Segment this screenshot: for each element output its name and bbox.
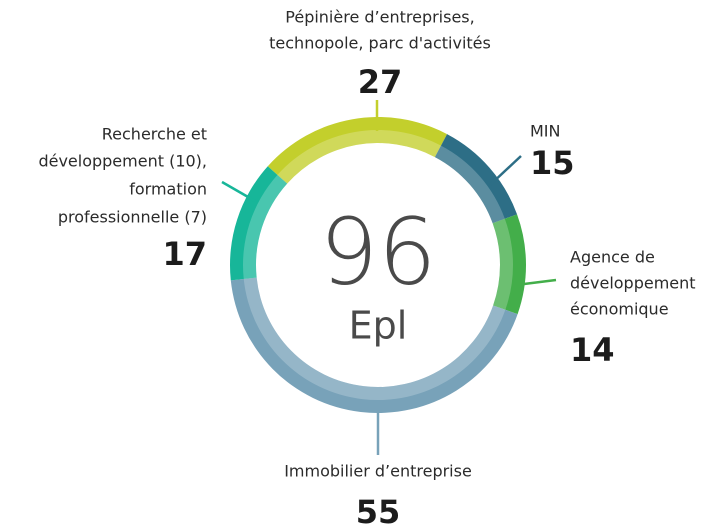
donut-segment — [434, 134, 518, 224]
segment-value: 55 — [356, 493, 401, 531]
donut-segment — [492, 214, 527, 315]
segment-label: Immobilier d’entreprise — [284, 462, 472, 481]
segment-label: Agence de — [570, 248, 655, 267]
leader-line — [221, 180, 256, 203]
segment-label: professionnelle (7) — [58, 208, 207, 227]
segment-value: 27 — [358, 63, 403, 101]
segment-value: 14 — [570, 331, 615, 369]
segment-highlight — [243, 277, 506, 400]
segment-highlight — [434, 145, 505, 224]
segment-highlight — [277, 129, 441, 184]
segment-label: Pépinière d’entreprises, — [285, 8, 474, 27]
segment-label: développement — [570, 274, 696, 293]
center-label: Epl — [349, 304, 408, 348]
donut-segment — [267, 116, 448, 184]
segment-label: MIN — [530, 122, 561, 141]
segment-label: Recherche et — [102, 125, 207, 144]
center-value: 96 — [319, 199, 436, 306]
donut-segment — [230, 166, 288, 281]
donut-segment — [230, 277, 518, 413]
segment-label: technopole, parc d'activités — [269, 34, 491, 53]
segment-label: développement (10), — [38, 152, 207, 171]
segment-highlight — [242, 174, 288, 279]
leader-line — [489, 155, 522, 186]
segment-value: 15 — [530, 144, 575, 182]
segment-label: formation — [129, 180, 207, 199]
segment-label: économique — [570, 300, 669, 319]
leader-line — [523, 278, 557, 286]
segment-highlight — [492, 218, 513, 310]
segment-value: 17 — [162, 235, 207, 273]
